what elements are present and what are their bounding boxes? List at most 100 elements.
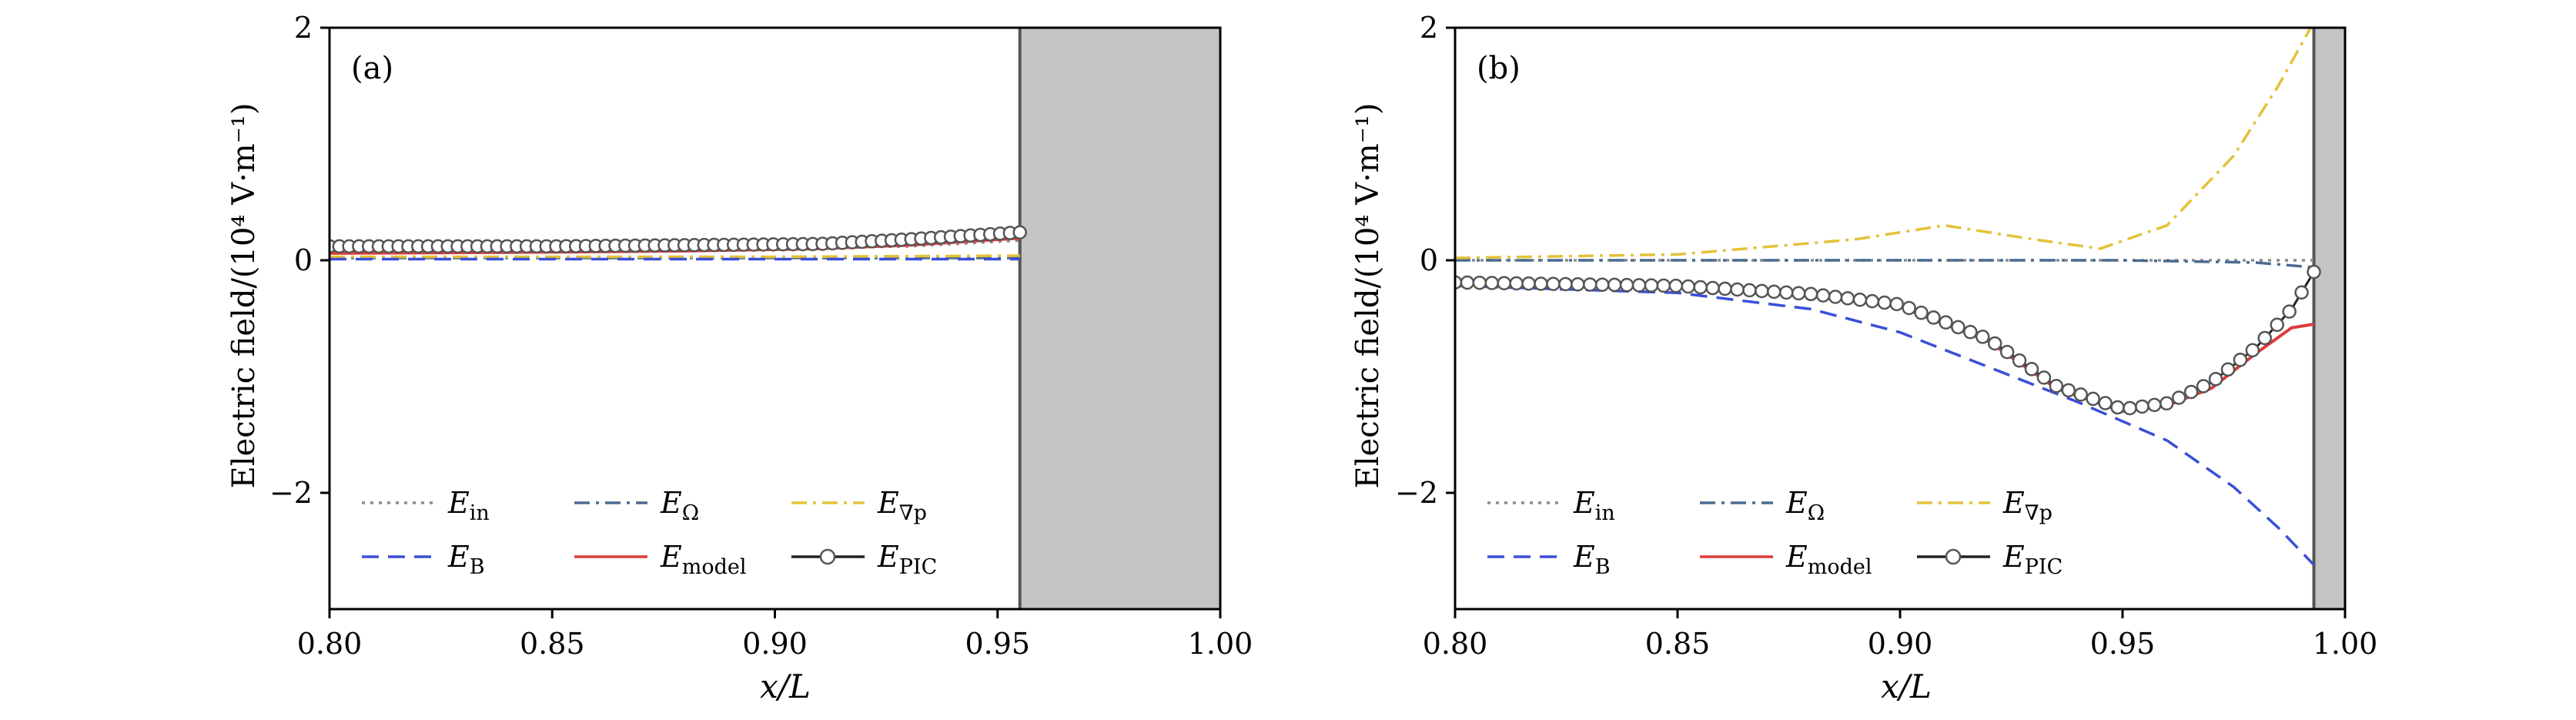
pic-marker	[2061, 383, 2076, 398]
y-axis-label-a: Electric field/(10⁴ V·m⁻¹)	[226, 103, 262, 489]
pic-marker	[1012, 225, 1027, 240]
pic-marker	[1668, 278, 1684, 293]
x-tick-label: 1.00	[2313, 627, 2378, 661]
pic-marker	[2098, 396, 2113, 410]
pic-marker	[1460, 275, 1475, 290]
y-tick-label: −2	[269, 476, 313, 510]
pic-marker	[1631, 278, 1647, 293]
legend-label: Emodel	[660, 540, 747, 579]
panel-b: Electric field/(10⁴ V·m⁻¹) x/L 0.80 0.85 0…	[1350, 11, 2377, 705]
pic-marker	[1546, 276, 1561, 291]
pic-marker	[1914, 305, 1929, 320]
pic-marker	[1779, 285, 1794, 300]
legend-label: Ein	[447, 486, 490, 525]
pic-marker	[1534, 276, 1548, 291]
pic-marker	[1767, 284, 1781, 300]
pic-marker	[1902, 300, 1916, 316]
pic-marker	[2110, 400, 2125, 415]
pic-marker	[1521, 276, 1536, 291]
pic-marker	[2307, 264, 2321, 280]
legend-marker	[819, 548, 836, 565]
pic-marker	[1730, 282, 1745, 297]
pic-marker	[2159, 396, 2174, 411]
pic-marker	[1644, 278, 1659, 293]
legend-label: EPIC	[2002, 540, 2062, 579]
pic-marker	[2135, 399, 2149, 414]
pic-marker	[2171, 390, 2186, 405]
x-axis-label-b: x/L	[1881, 668, 1932, 705]
series-line-omega-b	[1455, 259, 2314, 269]
pic-marker	[1742, 283, 1757, 298]
pic-marker	[1939, 315, 1953, 330]
x-tick-label: 0.95	[2090, 627, 2156, 661]
pic-marker	[1828, 290, 1843, 304]
pic-marker	[1791, 286, 1806, 301]
pic-marker	[1607, 277, 1622, 293]
x-tick-label: 0.80	[1423, 627, 1488, 661]
y-tick-label: 0	[1420, 243, 1438, 277]
pic-marker	[1755, 283, 1769, 299]
pic-marker	[1803, 286, 1818, 302]
y-axis-label-b: Electric field/(10⁴ V·m⁻¹)	[1350, 103, 1386, 489]
pic-marker	[2183, 384, 2199, 400]
pic-marker	[1656, 278, 1671, 293]
pic-marker	[1999, 344, 2015, 360]
series-line-b-b	[1455, 284, 2315, 566]
pic-marker	[1583, 277, 1597, 292]
legend-label: Ein	[1573, 486, 1615, 525]
x-tick-label: 0.90	[742, 627, 808, 661]
panel-label: (b)	[1477, 51, 1521, 86]
pic-marker	[1472, 275, 1487, 290]
legend-label: Emodel	[1785, 540, 1872, 579]
x-tick-label: 0.85	[520, 627, 585, 661]
series-line-gradp-b	[1455, 28, 2313, 260]
pic-marker	[1926, 310, 1941, 325]
y-tick-label: 2	[294, 11, 313, 45]
pic-marker	[2086, 391, 2100, 407]
pic-marker	[1975, 330, 1990, 344]
pic-marker	[2196, 379, 2211, 393]
pic-marker	[1705, 280, 1720, 296]
pic-marker	[1681, 279, 1696, 294]
pic-marker	[2073, 387, 2089, 402]
pic-marker	[1963, 324, 1978, 340]
panel-label: (a)	[351, 51, 393, 86]
pic-marker	[2220, 362, 2236, 377]
legend-label: E∇p	[2002, 486, 2052, 525]
pic-marker	[2294, 285, 2309, 300]
legend-label: EPIC	[877, 540, 937, 579]
pic-marker	[1619, 277, 1634, 293]
plot-frame	[1454, 26, 2347, 611]
pic-marker	[1889, 296, 1904, 312]
pic-marker	[1484, 276, 1500, 290]
y-tick-label: 2	[1420, 11, 1438, 45]
legend: Ein EΩ E∇p EB Emodel EPIC	[362, 486, 937, 579]
pic-marker	[2245, 343, 2260, 358]
x-axis-label-a: x/L	[760, 668, 811, 705]
pic-marker	[1865, 293, 1880, 309]
x-tick-label: 1.00	[1188, 627, 1253, 661]
pic-marker	[2208, 372, 2223, 387]
pic-marker	[2233, 353, 2248, 367]
pic-marker	[2024, 362, 2039, 377]
x-tick-label: 0.85	[1645, 627, 1711, 661]
pic-marker	[1693, 280, 1708, 295]
x-tick-label: 0.95	[965, 627, 1030, 661]
pic-marker	[1558, 276, 1573, 292]
series-line-gradp-a	[330, 254, 1020, 259]
x-tick-label: 0.80	[297, 627, 363, 661]
legend-label: EΩ	[1785, 486, 1825, 525]
y-tick-label: 0	[294, 243, 313, 277]
legend-label: EΩ	[660, 486, 699, 525]
pic-marker	[2282, 304, 2297, 319]
pic-marker	[1877, 295, 1892, 310]
panel-a: Electric field/(10⁴ V·m⁻¹) x/L 0.80 0.85 0…	[226, 11, 1253, 705]
pic-marker	[1497, 276, 1511, 290]
pic-marker	[2012, 353, 2027, 368]
pic-marker	[2036, 370, 2052, 385]
pic-marker	[1571, 276, 1585, 292]
pic-marker	[1509, 276, 1524, 291]
legend: Ein EΩ E∇p EB Emodel EPIC	[1487, 486, 2062, 579]
wall-region	[2313, 28, 2345, 609]
pic-marker	[1852, 293, 1868, 307]
